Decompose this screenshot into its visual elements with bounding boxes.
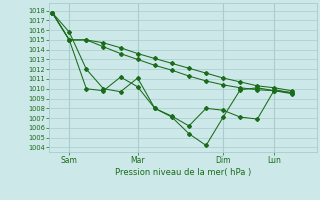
X-axis label: Pression niveau de la mer( hPa ): Pression niveau de la mer( hPa ) <box>115 168 251 177</box>
